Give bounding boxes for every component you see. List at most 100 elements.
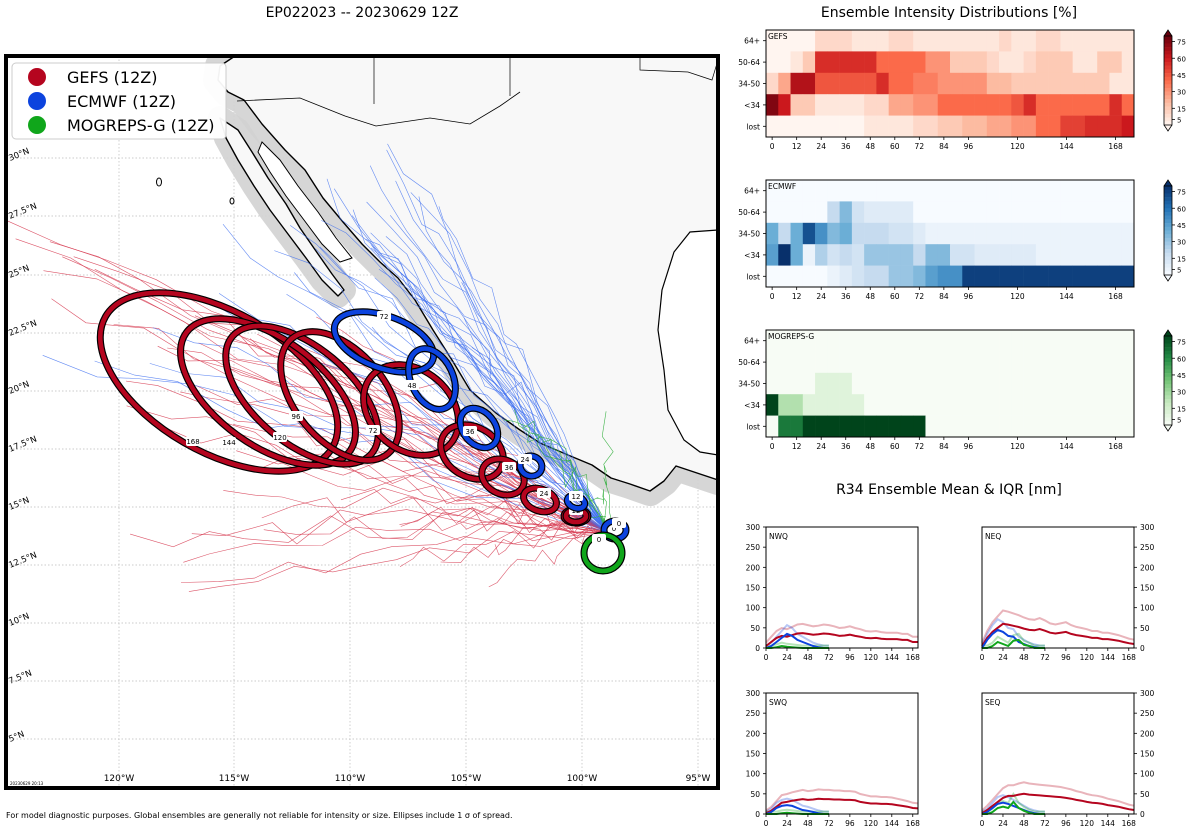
- colorbar-segment: [1164, 43, 1172, 48]
- r34-x-tick: 96: [845, 819, 855, 828]
- colorbar-frame: [1163, 335, 1173, 426]
- r34-y-tick: 250: [1140, 709, 1155, 718]
- heatmap-cell: [1060, 94, 1073, 116]
- heatmap-cell: [815, 415, 828, 438]
- gefs-ellipse-label: 120: [273, 434, 286, 442]
- heatmap-cell: [888, 94, 902, 116]
- heatmap-x-tick: 168: [1108, 442, 1123, 451]
- colorbar-tick: 5: [1177, 266, 1181, 274]
- legend-ecmwf-label: ECMWF (12Z): [67, 92, 176, 111]
- heatmap-cell: [1084, 51, 1098, 74]
- map-frame: [4, 54, 720, 790]
- heatmap-cell: [937, 30, 951, 52]
- heatmap-cell: [827, 94, 840, 116]
- heatmap-cell: [1121, 180, 1135, 202]
- colorbar-tick: 75: [1177, 189, 1186, 197]
- colorbar-tick: 60: [1177, 355, 1186, 363]
- heatmap-cell: [888, 180, 902, 202]
- colorbar-segment: [1164, 50, 1172, 55]
- heatmap-cell: [962, 244, 975, 266]
- colorbar-tick: 75: [1177, 39, 1186, 47]
- heatmap-cell: [950, 244, 963, 266]
- ensemble-track: [543, 439, 609, 533]
- heatmap-cell: [888, 30, 902, 52]
- longitude-tick-labels: 120°W 115°W 110°W 105°W 100°W 95°W: [104, 774, 711, 784]
- heatmap-cell: [1109, 115, 1123, 138]
- heatmap-x-tick: 144: [1059, 442, 1074, 451]
- heatmap-cell: [1035, 30, 1049, 52]
- heatmap-cell: [827, 415, 840, 438]
- heatmap-cell: [778, 415, 791, 438]
- heatmap-cell: [937, 51, 951, 74]
- heatmap-cell: [950, 201, 963, 224]
- heatmap-cell: [1023, 94, 1037, 116]
- heatmap-cell: [1109, 265, 1123, 288]
- heatmap-cell: [1072, 51, 1086, 74]
- heatmap-cell: [839, 94, 853, 116]
- heatmap-cell: [864, 415, 877, 438]
- heatmap-cell: [1109, 94, 1123, 116]
- heatmap-cell: [827, 330, 840, 352]
- heatmap-cell: [790, 94, 804, 116]
- heatmap-cell: [876, 222, 889, 245]
- heatmap-cell: [913, 51, 926, 74]
- colorbar-segment: [1164, 47, 1172, 52]
- heatmap-cell: [1097, 30, 1110, 52]
- map-timestamp: 20230629 20:13: [10, 781, 44, 786]
- heatmap-cell: [1109, 201, 1123, 224]
- heatmap-cell: [815, 30, 828, 52]
- colorbar-tick: 5: [1177, 416, 1181, 424]
- r34-x-tick: 0: [764, 819, 769, 828]
- r34-x-tick: 0: [764, 653, 769, 662]
- heatmap-cell: [888, 201, 902, 224]
- heatmap-cell: [851, 351, 865, 374]
- heatmap-cell: [1023, 265, 1037, 288]
- heatmap-x-tick: 72: [915, 142, 925, 151]
- colorbar-tick: 15: [1177, 255, 1186, 263]
- r34-x-tick: 0: [980, 819, 985, 828]
- r34-y-tick: 150: [1140, 584, 1155, 593]
- heatmap-cell: [1084, 72, 1098, 95]
- gefs-label-bg: [366, 425, 380, 435]
- heatmap-cell: [950, 115, 963, 138]
- heatmap-cell: [766, 415, 779, 438]
- r34-x-tick: 120: [864, 653, 879, 662]
- heatmap-cell: [900, 265, 914, 288]
- heatmap-cell: [937, 372, 951, 395]
- heatmap-cell: [790, 30, 804, 52]
- ensemble-track: [370, 247, 609, 533]
- heatmap-x-tick: 84: [939, 142, 949, 151]
- heatmap-cell: [1035, 51, 1049, 74]
- heatmap-cell: [876, 51, 889, 74]
- heatmap-row-label: 50-64: [738, 58, 760, 67]
- colorbar-segment: [1164, 380, 1172, 385]
- heatmap-cell: [986, 180, 1000, 202]
- heatmap-cell: [778, 51, 791, 74]
- legend-gefs-label: GEFS (12Z): [67, 68, 157, 87]
- heatmap-cell: [999, 201, 1012, 224]
- heatmap-cell: [986, 30, 1000, 52]
- ensemble-track: [371, 244, 609, 533]
- heatmap-cell: [827, 72, 840, 95]
- gefs-ellipse-label: 96: [292, 413, 301, 421]
- heatmap-cell: [1084, 394, 1098, 416]
- colorbar-tick: 60: [1177, 55, 1186, 63]
- r34-y-tick: 0: [1140, 644, 1145, 653]
- ecmwf-ellipse: [457, 405, 501, 451]
- heatmap-cell: [925, 372, 939, 395]
- r34-y-tick: 250: [746, 709, 761, 718]
- heatmap-cell: [1011, 115, 1024, 138]
- heatmap-cell: [1048, 72, 1061, 95]
- colorbar-segment: [1164, 87, 1172, 92]
- heatmap-cell: [1121, 415, 1135, 438]
- r34-x-tick: 0: [980, 653, 985, 662]
- colorbar-segment: [1164, 373, 1172, 378]
- heatmap-cell: [1097, 351, 1110, 374]
- ecmwf-label-bg: [463, 426, 477, 436]
- r34-x-tick: 72: [1040, 819, 1050, 828]
- colorbar-segment: [1164, 365, 1172, 370]
- gefs-label-bg: [186, 436, 200, 446]
- heatmap-cell: [851, 72, 865, 95]
- heatmap-cell: [1060, 330, 1073, 352]
